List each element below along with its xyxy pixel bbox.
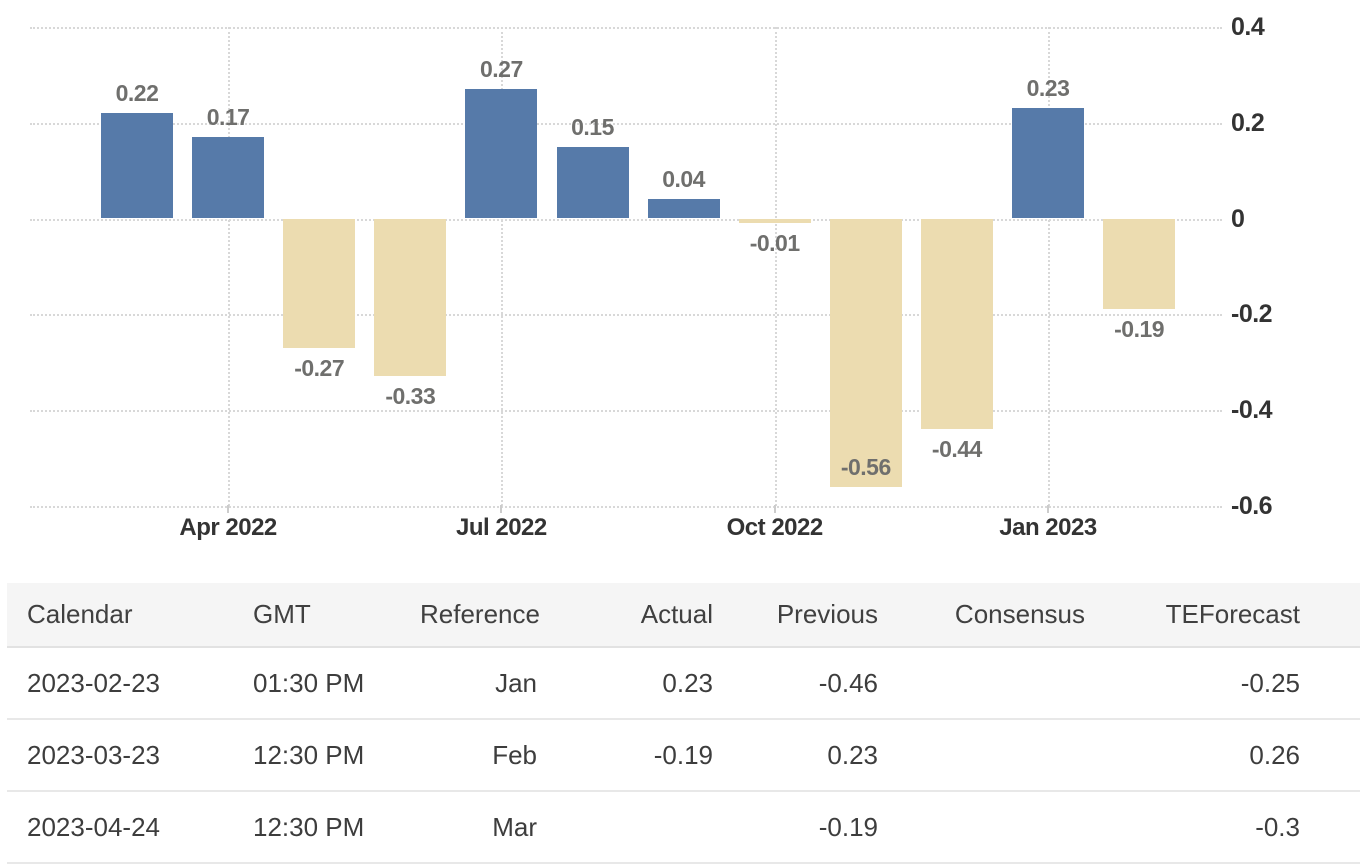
- bar-value-label: -0.19: [1114, 316, 1165, 343]
- table-row[interactable]: 2023-03-23 12:30 PM Feb -0.19 0.23 0.26: [7, 719, 1360, 791]
- bar[interactable]: [192, 137, 265, 219]
- cell-gmt: 01:30 PM: [253, 667, 365, 698]
- bar[interactable]: [465, 89, 538, 219]
- bar[interactable]: [647, 199, 720, 219]
- x-axis-tick: [1047, 505, 1049, 513]
- bar-value-label: 0.23: [1026, 75, 1070, 102]
- x-axis-tick: [227, 505, 230, 513]
- calendar-table-header: Calendar GMT Reference Actual Previous Consen…: [7, 583, 1360, 648]
- cell-consensus: [885, 719, 1090, 791]
- x-axis-label: Jul 2022: [456, 514, 547, 541]
- calendar-table: Calendar GMT Reference Actual Previous Consen…: [7, 583, 1360, 864]
- calendar-table-body: 2023-02-23 01:30 PM Jan 0.23 -0.46 -0.25 2023-…: [7, 647, 1360, 863]
- cell-actual: -0.19: [653, 739, 713, 770]
- gridline-horizontal: [30, 27, 1222, 30]
- cell-actual: 0.23: [662, 667, 713, 698]
- column-header-consensus: Consensus: [885, 583, 1090, 648]
- cell-reference: Mar: [492, 811, 537, 842]
- x-axis-label: Apr 2022: [179, 514, 277, 541]
- bar-value-label: 0.27: [480, 56, 523, 83]
- bar-value-label: 0.17: [206, 104, 250, 131]
- y-axis-label: 0: [1231, 204, 1245, 233]
- x-axis-tick: [773, 505, 776, 513]
- bar-value-label: -0.01: [749, 230, 800, 257]
- cell-reference: Feb: [492, 739, 537, 770]
- bar-chart: 0.4 0.2 0 -0.2 -0.4 -0.6 Apr 2022 Jul 2022 Oct 2…: [30, 13, 1273, 541]
- table-row[interactable]: 2023-04-24 12:30 PM Mar -0.19 -0.3: [7, 791, 1360, 863]
- cell-previous: -0.46: [818, 667, 878, 698]
- cell-teforecast: -0.25: [1240, 667, 1300, 698]
- cell-calendar: 2023-03-23: [27, 739, 160, 770]
- bar[interactable]: [829, 218, 902, 487]
- column-header-actual: Actual: [560, 583, 720, 648]
- cell-previous: -0.19: [818, 811, 878, 842]
- cell-calendar: 2023-02-23: [27, 667, 160, 698]
- bar[interactable]: [1012, 108, 1084, 219]
- cell-teforecast: 0.26: [1249, 739, 1300, 770]
- column-header-previous: Previous: [720, 583, 885, 648]
- bar[interactable]: [101, 113, 173, 219]
- gridline-horizontal: [30, 122, 1222, 125]
- y-axis-label: -0.6: [1231, 491, 1273, 520]
- gridline-horizontal: [30, 409, 1222, 412]
- cell-calendar: 2023-04-24: [27, 811, 160, 842]
- column-header-calendar: Calendar: [7, 583, 233, 648]
- x-axis-tick: [500, 505, 503, 513]
- gridline-vertical: [1048, 27, 1050, 506]
- gridline-horizontal: [30, 314, 1222, 317]
- bar[interactable]: [283, 218, 356, 348]
- x-axis-label: Jan 2023: [999, 514, 1097, 541]
- bar-value-label: -0.27: [294, 354, 345, 381]
- cell-consensus: [885, 791, 1090, 863]
- gridline-vertical: [228, 27, 231, 506]
- x-axis-label: Oct 2022: [726, 514, 824, 541]
- gridline-vertical: [501, 27, 504, 506]
- bar-value-label: -0.33: [385, 383, 436, 410]
- column-header-gmt: GMT: [233, 583, 420, 648]
- bar-value-label: 0.04: [662, 166, 705, 193]
- bar[interactable]: [374, 218, 447, 377]
- bar-value-label: -0.44: [931, 436, 982, 463]
- y-axis-label: -0.2: [1231, 300, 1273, 329]
- table-row[interactable]: 2023-02-23 01:30 PM Jan 0.23 -0.46 -0.25: [7, 647, 1360, 719]
- gridline-horizontal: [30, 218, 1222, 221]
- cell-gmt: 12:30 PM: [253, 811, 365, 842]
- column-header-teforecast: TEForecast: [1090, 583, 1360, 648]
- cell-gmt: 12:30 PM: [253, 739, 365, 770]
- cell-previous: 0.23: [827, 739, 878, 770]
- bar[interactable]: [738, 218, 811, 224]
- y-axis-label: -0.4: [1231, 395, 1273, 424]
- cell-reference: Jan: [495, 667, 537, 698]
- bar-value-label: -0.56: [840, 453, 891, 480]
- bar[interactable]: [920, 218, 993, 430]
- y-axis-label: 0.4: [1231, 13, 1265, 42]
- bar[interactable]: [556, 146, 629, 219]
- column-header-reference: Reference: [420, 583, 560, 648]
- bar[interactable]: [1103, 218, 1176, 310]
- cell-actual: [560, 791, 720, 863]
- gridline-vertical: [774, 27, 777, 506]
- cell-teforecast: -0.3: [1255, 811, 1300, 842]
- cell-consensus: [885, 647, 1090, 719]
- y-axis-label: 0.2: [1231, 108, 1265, 137]
- bar-value-label: 0.15: [571, 113, 614, 140]
- bar-value-label: 0.22: [115, 80, 159, 107]
- gridline-horizontal: [30, 505, 1222, 508]
